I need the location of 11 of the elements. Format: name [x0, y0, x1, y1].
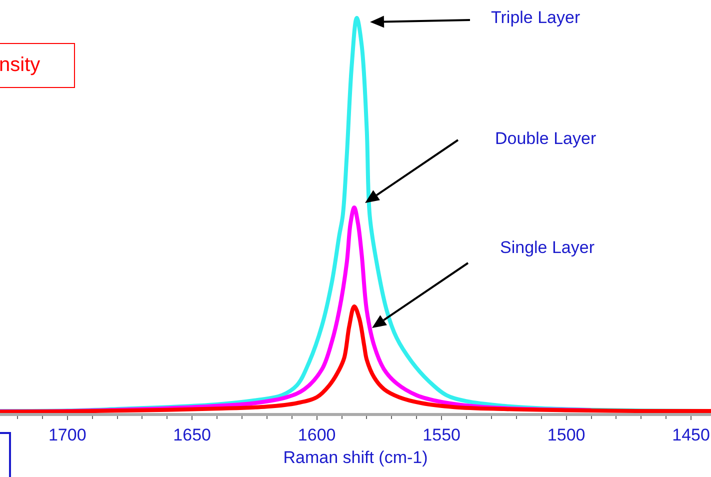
annotation: Triple Layer	[491, 8, 580, 27]
x-tick-label: 1450	[672, 425, 710, 444]
x-tick-label: 1700	[48, 425, 86, 444]
x-axis-title: Raman shift (cm-1)	[283, 448, 428, 467]
x-tick-label: 1500	[547, 425, 586, 444]
x-tick-label: 1550	[422, 425, 460, 444]
x-tick-label: 1600	[298, 425, 336, 444]
annotation: Double Layer	[495, 129, 596, 148]
annotation: Single Layer	[500, 238, 595, 257]
x-tick-label: 1650	[173, 425, 212, 444]
annotation: nsity	[0, 43, 76, 88]
